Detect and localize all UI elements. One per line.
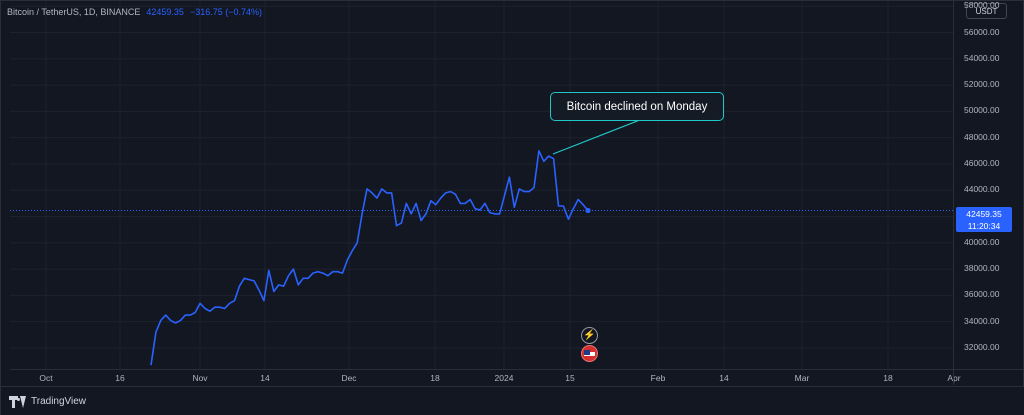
price-tick-label: 50000.00 [964, 105, 1000, 116]
price-tick-label: 44000.00 [964, 184, 1000, 195]
annotation-text: Bitcoin declined on Monday [566, 100, 708, 113]
last-price-label: 42459.35 11:20:34 [956, 207, 1012, 232]
time-axis[interactable]: Oct 16 Nov 14 Dec 18 2024 15 Feb 14 Mar 18 Apr [10, 369, 961, 385]
time-tick-label: 14 [719, 373, 729, 383]
event-markers: ⚡ [580, 327, 600, 363]
price-chart-svg [10, 1, 953, 369]
price-tick-label: 54000.00 [964, 52, 1000, 63]
legend-price-change: −316.75 (−0.74%) [189, 7, 262, 17]
price-tick-label: 36000.00 [964, 289, 1000, 300]
tradingview-logo-icon[interactable] [9, 395, 27, 408]
footer-bar: TradingView [1, 386, 1024, 415]
last-price-dot [585, 207, 591, 214]
currency-button[interactable]: USDT [966, 3, 1007, 19]
time-tick-label: Nov [192, 373, 208, 383]
price-tick-label: 56000.00 [964, 26, 1000, 37]
time-tick-label: 15 [565, 373, 575, 383]
price-tick-label: 46000.00 [964, 157, 1000, 168]
lightning-event-icon[interactable]: ⚡ [581, 327, 598, 344]
annotation-pointer [552, 117, 646, 155]
price-tick-label: 40000.00 [964, 236, 1000, 247]
legend-last-price: 42459.35 [146, 7, 184, 17]
time-tick-label: Apr [947, 373, 961, 383]
axis-corner [953, 369, 1024, 385]
price-tick-label: 52000.00 [964, 79, 1000, 90]
time-tick-label: Oct [39, 373, 53, 383]
tradingview-brand[interactable]: TradingView [31, 396, 87, 407]
price-tick-label: 32000.00 [964, 341, 1000, 352]
price-tick-label: 48000.00 [964, 131, 1000, 142]
time-tick-label: 18 [883, 373, 893, 383]
time-tick-label: 2024 [494, 373, 514, 383]
last-price-value: 42459.35 [966, 209, 1002, 219]
symbol-title[interactable]: Bitcoin / TetherUS, 1D, BINANCE [7, 7, 141, 17]
price-tick-label: 38000.00 [964, 263, 1000, 274]
price-axis[interactable]: 58000.00 56000.00 54000.00 52000.00 50000.00… [953, 0, 1024, 369]
price-tick-label: 58000.00 [964, 0, 1000, 11]
time-tick-label: 14 [260, 373, 270, 383]
time-tick-label: Feb [650, 373, 666, 383]
price-tick-label: 34000.00 [964, 315, 1000, 326]
flag-canton [584, 350, 590, 355]
time-tick-label: Dec [341, 373, 357, 383]
symbol-legend[interactable]: Bitcoin / TetherUS, 1D, BINANCE 42459.35… [7, 4, 262, 20]
time-tick-label: 16 [115, 373, 125, 383]
price-line-series [150, 150, 589, 366]
bolt-glyph: ⚡ [583, 330, 596, 341]
us-flag-event-icon[interactable] [581, 345, 598, 362]
annotation-callout[interactable]: Bitcoin declined on Monday [550, 92, 724, 121]
time-tick-label: 18 [430, 373, 440, 383]
bar-countdown: 11:20:34 [967, 221, 1001, 231]
time-tick-label: Mar [794, 373, 810, 383]
chart-plot-area[interactable] [10, 1, 953, 369]
